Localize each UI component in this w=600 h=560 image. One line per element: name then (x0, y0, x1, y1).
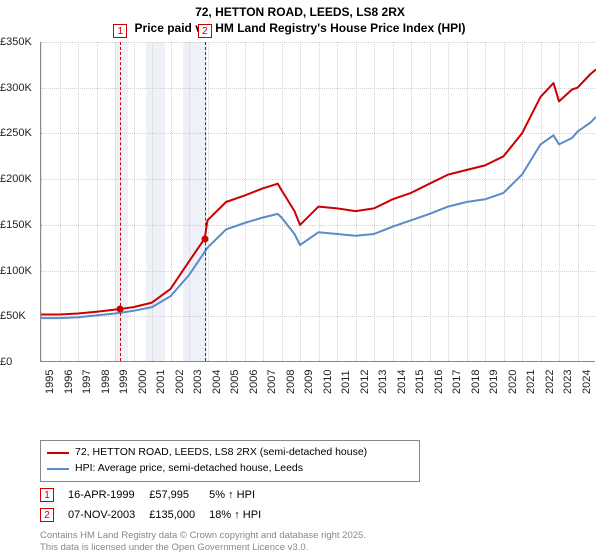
y-tick-label: £50K (0, 310, 40, 322)
x-tick-label: 2007 (266, 370, 278, 394)
legend-label: HPI: Average price, semi-detached house,… (75, 461, 303, 477)
x-axis-labels: 1995 1996 1997 1998 1999 2000 2001 2002 2003 2004… (40, 364, 595, 402)
x-tick-label: 2012 (359, 370, 371, 394)
legend: 72, HETTON ROAD, LEEDS, LS8 2RX (semi-de… (40, 440, 420, 482)
x-tick-label: 2022 (544, 370, 556, 394)
x-tick-label: 2008 (285, 370, 297, 394)
x-tick-label: 2019 (488, 370, 500, 394)
x-tick-label: 2018 (470, 370, 482, 394)
x-tick-label: 2023 (562, 370, 574, 394)
event-date: 16-APR-1999 (68, 485, 149, 505)
legend-swatch (47, 468, 69, 470)
y-tick-label: £150K (0, 219, 40, 231)
x-tick-label: 2010 (322, 370, 334, 394)
event-delta: 18% ↑ HPI (209, 505, 275, 525)
event-price: £57,995 (149, 485, 209, 505)
x-tick-label: 2013 (377, 370, 389, 394)
x-tick-label: 1996 (63, 370, 75, 394)
x-tick-label: 1997 (81, 370, 93, 394)
footer-line-2: This data is licensed under the Open Gov… (40, 542, 366, 554)
x-tick-label: 2021 (525, 370, 537, 394)
x-tick-label: 2000 (137, 370, 149, 394)
y-tick-label: £100K (0, 265, 40, 277)
x-tick-label: 2016 (433, 370, 445, 394)
x-tick-label: 1998 (100, 370, 112, 394)
x-tick-label: 2014 (396, 370, 408, 394)
chart-title: 72, HETTON ROAD, LEEDS, LS8 2RX Price pa… (0, 0, 600, 36)
title-line-2: Price paid vs. HM Land Registry's House … (0, 20, 600, 36)
event-date: 07-NOV-2003 (68, 505, 149, 525)
event-row: 2 07-NOV-2003£135,00018% ↑ HPI (40, 505, 275, 525)
x-tick-label: 1995 (44, 370, 56, 394)
x-tick-label: 2017 (451, 370, 463, 394)
x-tick-label: 2005 (229, 370, 241, 394)
marker-line (205, 42, 206, 361)
x-tick-label: 2003 (192, 370, 204, 394)
legend-swatch (47, 452, 69, 454)
x-tick-label: 2015 (414, 370, 426, 394)
marker-badge: 2 (198, 24, 212, 38)
x-tick-label: 2009 (303, 370, 315, 394)
y-tick-label: £200K (0, 173, 40, 185)
event-price: £135,000 (149, 505, 209, 525)
legend-item: HPI: Average price, semi-detached house,… (47, 461, 413, 477)
x-tick-label: 2011 (340, 370, 352, 394)
y-tick-label: £300K (0, 82, 40, 94)
marker-badge: 1 (113, 24, 127, 38)
x-tick-label: 1999 (118, 370, 130, 394)
x-tick-label: 2006 (248, 370, 260, 394)
data-point (201, 235, 208, 242)
data-point (117, 305, 124, 312)
x-tick-label: 2002 (174, 370, 186, 394)
footer-attribution: Contains HM Land Registry data © Crown c… (40, 530, 366, 555)
title-line-1: 72, HETTON ROAD, LEEDS, LS8 2RX (0, 4, 600, 20)
series-line (41, 69, 596, 314)
chart-area: £0£50K£100K£150K£200K£250K£300K£350K 12 … (0, 42, 600, 402)
event-badge: 2 (40, 508, 54, 522)
event-table: 1 16-APR-1999£57,9955% ↑ HPI 2 07-NOV-2003£… (40, 485, 275, 525)
event-delta: 5% ↑ HPI (209, 485, 275, 505)
x-tick-label: 2020 (507, 370, 519, 394)
x-tick-label: 2004 (211, 370, 223, 394)
y-tick-label: £0 (0, 356, 40, 368)
footer-line-1: Contains HM Land Registry data © Crown c… (40, 530, 366, 542)
event-badge: 1 (40, 488, 54, 502)
series-line (41, 117, 596, 318)
legend-item: 72, HETTON ROAD, LEEDS, LS8 2RX (semi-de… (47, 445, 413, 461)
y-tick-label: £350K (0, 36, 40, 48)
plot-area: 12 (40, 42, 595, 362)
x-tick-label: 2024 (581, 370, 593, 394)
legend-label: 72, HETTON ROAD, LEEDS, LS8 2RX (semi-de… (75, 445, 367, 461)
x-tick-label: 2001 (155, 370, 167, 394)
y-tick-label: £250K (0, 127, 40, 139)
y-axis-labels: £0£50K£100K£150K£200K£250K£300K£350K (0, 42, 40, 362)
series-lines (41, 42, 596, 362)
marker-line (120, 42, 121, 361)
event-row: 1 16-APR-1999£57,9955% ↑ HPI (40, 485, 275, 505)
